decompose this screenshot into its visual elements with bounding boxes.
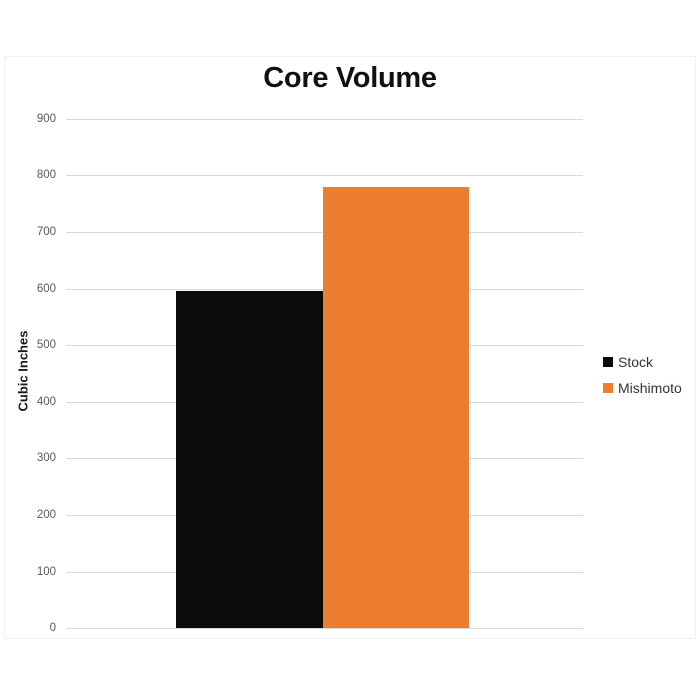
y-tick-label-600: 600 <box>36 282 56 295</box>
legend-item-mishimoto: Mishimoto <box>603 379 682 397</box>
legend-label: Stock <box>618 354 654 370</box>
y-tick-label-200: 200 <box>36 509 56 522</box>
chart-image-border <box>4 56 696 639</box>
legend-swatch-icon <box>603 383 613 393</box>
y-tick-label-900: 900 <box>36 112 56 125</box>
legend-label: Mishimoto <box>618 380 682 396</box>
y-tick-label-400: 400 <box>36 395 56 408</box>
legend-item-stock: Stock <box>603 353 653 371</box>
y-tick-label-700: 700 <box>36 225 56 238</box>
legend-swatch-icon <box>603 357 613 367</box>
bar-stock <box>176 291 323 629</box>
y-tick-label-800: 800 <box>36 169 56 182</box>
y-tick-label-0: 0 <box>49 622 56 635</box>
y-tick-label-100: 100 <box>36 565 56 578</box>
y-tick-label-300: 300 <box>36 452 56 465</box>
y-tick-label-500: 500 <box>36 339 56 352</box>
gridline-0 <box>66 628 583 630</box>
bar-mishimoto <box>322 186 469 629</box>
chart-title: Core Volume <box>263 62 437 94</box>
gridline-800 <box>66 175 583 177</box>
gridline-900 <box>66 118 583 120</box>
